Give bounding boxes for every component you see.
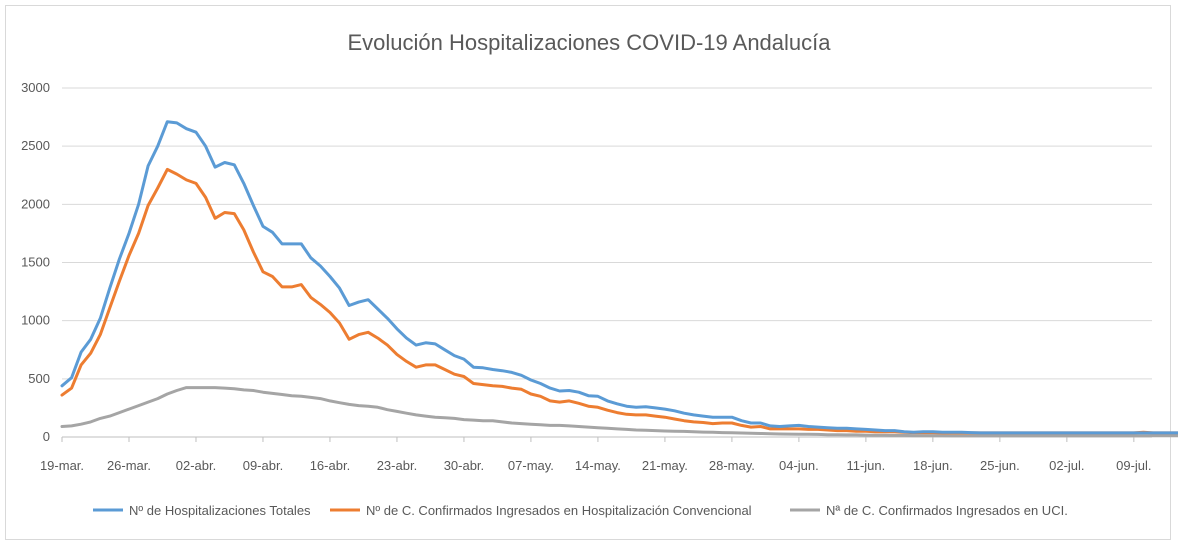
legend-label: Nª de C. Confirmados Ingresados en UCI.: [826, 503, 1068, 518]
y-tick-label: 500: [28, 371, 50, 386]
x-tick-label: 16-abr.: [310, 458, 350, 473]
x-tick-label: 14-may.: [575, 458, 621, 473]
x-tick-label: 26-mar.: [107, 458, 151, 473]
legend: Nº de Hospitalizaciones Totales Nº de C. …: [93, 503, 1068, 518]
x-tick-label: 02-abr.: [176, 458, 216, 473]
gridlines: [62, 87, 1152, 380]
x-tick-label: 09-jul.: [1116, 458, 1151, 473]
legend-label: Nº de C. Confirmados Ingresados en Hospi…: [366, 503, 752, 518]
y-tick-label: 1000: [21, 313, 50, 328]
x-tick-label: 02-jul.: [1049, 458, 1084, 473]
x-tick-label: 30-abr.: [444, 458, 484, 473]
y-axis-ticks: 0 500 1000 1500 2000 2500 3000: [21, 80, 50, 444]
y-tick-label: 0: [43, 429, 50, 444]
legend-label: Nº de Hospitalizaciones Totales: [129, 503, 311, 518]
chart-title: Evolución Hospitalizaciones COVID-19 And…: [347, 30, 831, 55]
y-tick-label: 3000: [21, 80, 50, 95]
x-tick-label: 11-jun.: [846, 458, 885, 473]
x-tick-label: 28-may.: [709, 458, 755, 473]
series-line-2: [60, 167, 1178, 435]
y-tick-label: 2500: [21, 138, 50, 153]
chart-frame: [5, 5, 1171, 540]
x-tick-label: 04-jun.: [779, 458, 819, 473]
series-line-3: [60, 386, 1178, 438]
x-tick-label: 21-may.: [642, 458, 688, 473]
series-line-1: [60, 120, 1178, 435]
x-tick-label: 23-abr.: [377, 458, 417, 473]
x-tick-label: 09-abr.: [243, 458, 283, 473]
x-tick-label: 25-jun.: [980, 458, 1020, 473]
x-tick-label: 18-jun.: [913, 458, 953, 473]
x-tick-label: 19-mar.: [40, 458, 84, 473]
series-lines: [60, 120, 1178, 438]
x-tick-label: 07-may.: [508, 458, 554, 473]
y-tick-label: 2000: [21, 196, 50, 211]
x-axis: 19-mar. 26-mar. 02-abr. 09-abr. 16-abr. 23-ab…: [40, 436, 1152, 473]
y-tick-label: 1500: [21, 255, 50, 270]
